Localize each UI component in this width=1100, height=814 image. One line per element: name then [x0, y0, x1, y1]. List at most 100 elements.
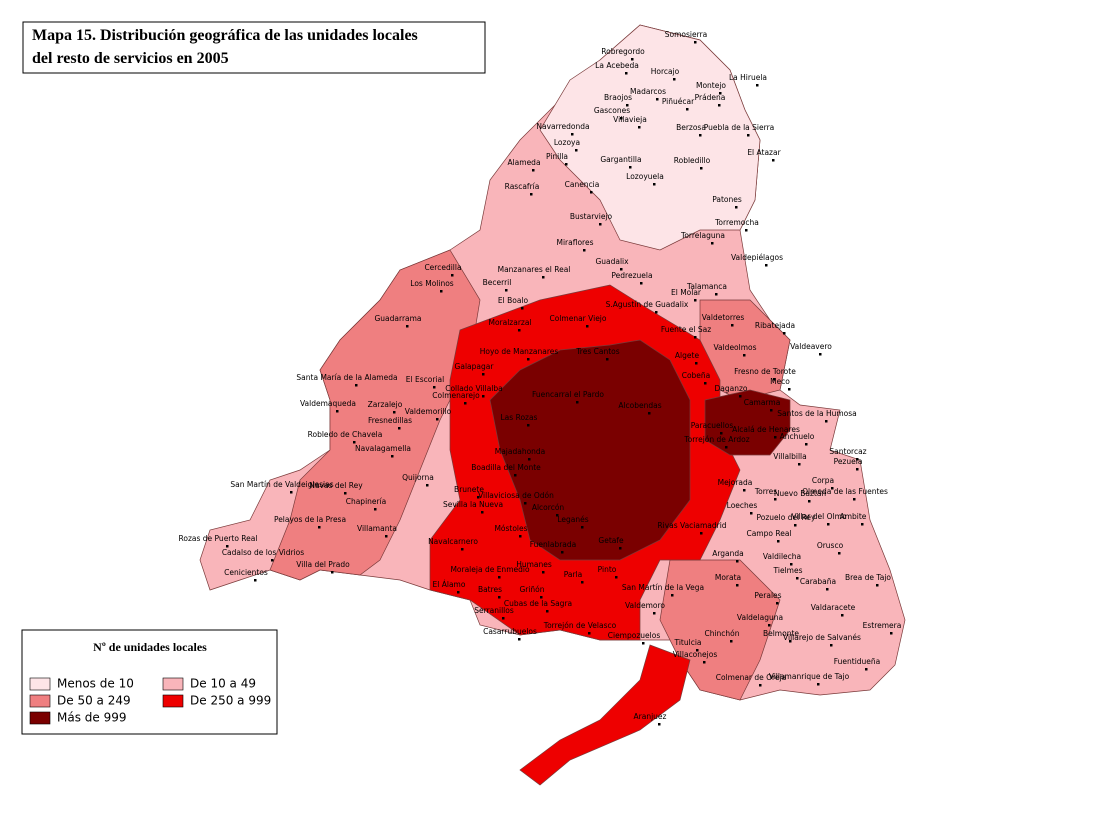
municipality-label: Valdaracete [811, 603, 856, 612]
municipality-label: Corpa [812, 476, 834, 485]
municipality-label: Torrejón de Ardoz [683, 435, 749, 444]
municipality-label: Ribatejada [755, 321, 795, 330]
municipality-dot [718, 104, 721, 107]
municipality-dot [715, 293, 718, 296]
legend-label: Menos de 10 [57, 677, 134, 691]
municipality-dot [711, 242, 714, 245]
municipality-dot [841, 614, 844, 617]
municipality-label: Villamanta [357, 524, 397, 533]
municipality-dot [743, 489, 746, 492]
municipality-dot [374, 508, 377, 511]
municipality-label: Tres Cantos [575, 347, 619, 356]
municipality-label: Valdeolmos [713, 343, 756, 352]
municipality-label: Las Rozas [501, 413, 538, 422]
municipality-dot [831, 487, 834, 490]
municipality-dot [838, 552, 841, 555]
municipality-label: Villamanrique de Tajo [769, 672, 850, 681]
municipality-dot [700, 167, 703, 170]
municipality-label: Torrejón de Velasco [543, 621, 617, 630]
municipality-label: Becerril [483, 278, 512, 287]
municipality-dot [826, 588, 829, 591]
legend: Menos de 10 De 10 a 49 De 50 a 249 De 250 a… [29, 677, 271, 725]
municipality-label: Serranillos [474, 606, 514, 615]
municipality-label: Fresno de Torote [734, 367, 796, 376]
municipality-label: Collado Villalba [445, 384, 503, 393]
municipality-dot [719, 92, 722, 95]
municipality-dot [735, 206, 738, 209]
municipality-dot [576, 401, 579, 404]
municipality-label: Navarredonda [536, 122, 589, 131]
municipality-dot [290, 491, 293, 494]
municipality-label: Paracuellos [691, 421, 734, 430]
municipality-label: Montejo [696, 81, 726, 90]
municipality-dot [620, 268, 623, 271]
municipality-dot [599, 223, 602, 226]
municipality-label: Madarcos [630, 87, 666, 96]
municipality-dot [527, 424, 530, 427]
municipality-dot [890, 632, 893, 635]
municipality-dot [790, 563, 793, 566]
municipality-dot [565, 163, 568, 166]
municipality-dot [865, 668, 868, 671]
municipality-label: Patones [712, 195, 742, 204]
municipality-dot [774, 436, 777, 439]
municipality-label: Miraflores [557, 238, 594, 247]
municipality-label: Robregordo [601, 47, 645, 56]
municipality-dot [521, 307, 524, 310]
municipality-label: Arganda [712, 549, 744, 558]
municipality-dot [433, 386, 436, 389]
municipality-dot [498, 576, 501, 579]
zone [519, 644, 691, 786]
municipality-dot [768, 624, 771, 627]
municipality-label: Alameda [507, 158, 540, 167]
zone [269, 249, 481, 581]
legend-swatch [162, 677, 184, 691]
municipality-label: Morata [715, 573, 741, 582]
municipality-dot [436, 418, 439, 421]
municipality-label: Cubas de la Sagra [504, 599, 572, 608]
municipality-dot [770, 409, 773, 412]
municipality-dot [796, 577, 799, 580]
municipality-dot [745, 229, 748, 232]
municipality-dot [788, 388, 791, 391]
municipality-label: Cenicientos [224, 568, 268, 577]
municipality-label: Puebla de la Sierra [704, 123, 775, 132]
municipality-label: Valdemorillo [405, 407, 452, 416]
title: Mapa 15. Distribución geográfica de las … [32, 27, 418, 44]
municipality-dot [655, 311, 658, 314]
municipality-label: S.Agustín de Guadalix [606, 300, 689, 309]
municipality-label: Majadahonda [495, 447, 546, 456]
municipality-label: Colmenar de Oreja [716, 673, 787, 682]
municipality-label: Santos de la Humosa [777, 409, 857, 418]
zone [659, 559, 781, 701]
municipality-label: Hoyo de Manzanares [480, 347, 559, 356]
municipality-dot [798, 463, 801, 466]
municipality-label: Navalagamella [355, 444, 411, 453]
municipality-dot [739, 395, 742, 398]
municipality-dot [519, 535, 522, 538]
municipality-label: Chapinería [346, 497, 387, 506]
municipality-dot [759, 684, 762, 687]
municipality-label: El Molar [671, 288, 702, 297]
municipality-label: Colmenarejo [432, 391, 480, 400]
municipality-dot [825, 420, 828, 423]
municipality-dot [530, 193, 533, 196]
municipality-label: Olmeda de las Fuentes [802, 487, 888, 496]
municipality-dot [331, 571, 334, 574]
municipality-dot [271, 559, 274, 562]
municipality-dot [571, 133, 574, 136]
legend-label: Más de 999 [57, 711, 127, 725]
municipality-dot [731, 324, 734, 327]
municipality-label: San Martín de la Vega [622, 583, 704, 592]
municipality-label: Fuencarral el Pardo [532, 390, 604, 399]
municipality-dot [817, 683, 820, 686]
municipality-dot [747, 134, 750, 137]
municipality-label: Guadalix [595, 257, 629, 266]
municipality-dot [518, 638, 521, 641]
municipality-label: Alcalá de Henares [732, 425, 800, 434]
legend-swatch [29, 677, 51, 691]
municipality-label: Santa María de la Alameda [296, 373, 397, 382]
municipality-label: Colmenar Viejo [550, 314, 607, 323]
municipality-dot [464, 402, 467, 405]
municipality-label: Titulcia [673, 638, 701, 647]
